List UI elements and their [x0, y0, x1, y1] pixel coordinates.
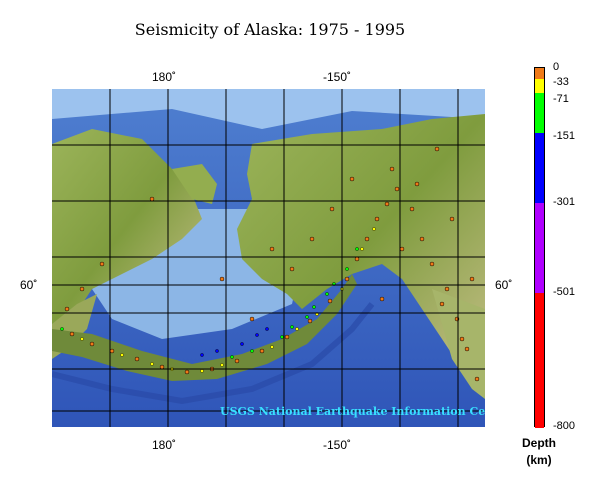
aleutian-arc	[52, 274, 357, 381]
arctic-shelf	[52, 89, 485, 129]
band-151-301	[535, 133, 544, 203]
depth-label-501: -501	[553, 286, 576, 298]
tick-lon-150-bottom: -150˚	[323, 438, 352, 452]
tick-lon-180-bottom: 180˚	[152, 438, 177, 452]
depth-colorbar	[534, 67, 545, 428]
tick-lon-150-top: -150˚	[323, 70, 352, 84]
band-301-501	[535, 203, 544, 293]
band-33-71	[535, 79, 544, 93]
depth-label-71: -71	[553, 93, 569, 105]
tick-lat-60-right: 60˚	[495, 278, 513, 292]
band-0-33	[535, 68, 544, 79]
band-71-151	[535, 93, 544, 133]
depth-label-301: -301	[553, 196, 576, 208]
chukotka	[172, 164, 217, 204]
earthquake-markers	[60, 146, 480, 382]
map-title: Seismicity of Alaska: 1975 - 1995	[134, 20, 406, 39]
siberia	[52, 129, 202, 324]
tick-lon-180-top: 180˚	[152, 70, 177, 84]
colorbar-title-depth: Depth	[522, 436, 556, 450]
graticule	[52, 89, 485, 427]
tick-lat-60-left: 60˚	[20, 278, 38, 292]
colorbar-title-unit: (km)	[526, 453, 552, 467]
depth-label-151: -151	[553, 130, 576, 142]
aleutian-trench	[52, 302, 375, 405]
depth-label-800: -800	[553, 420, 576, 432]
alaska	[237, 114, 485, 389]
depth-label-0: 0	[553, 61, 560, 73]
seismicity-map[interactable]: USGS National Earthquake Information Cen…	[52, 89, 485, 427]
credit-label: USGS National Earthquake Information Cen…	[220, 405, 485, 418]
map-canvas	[52, 89, 485, 427]
depth-label-33: -33	[553, 76, 569, 88]
band-501-800	[535, 293, 544, 428]
